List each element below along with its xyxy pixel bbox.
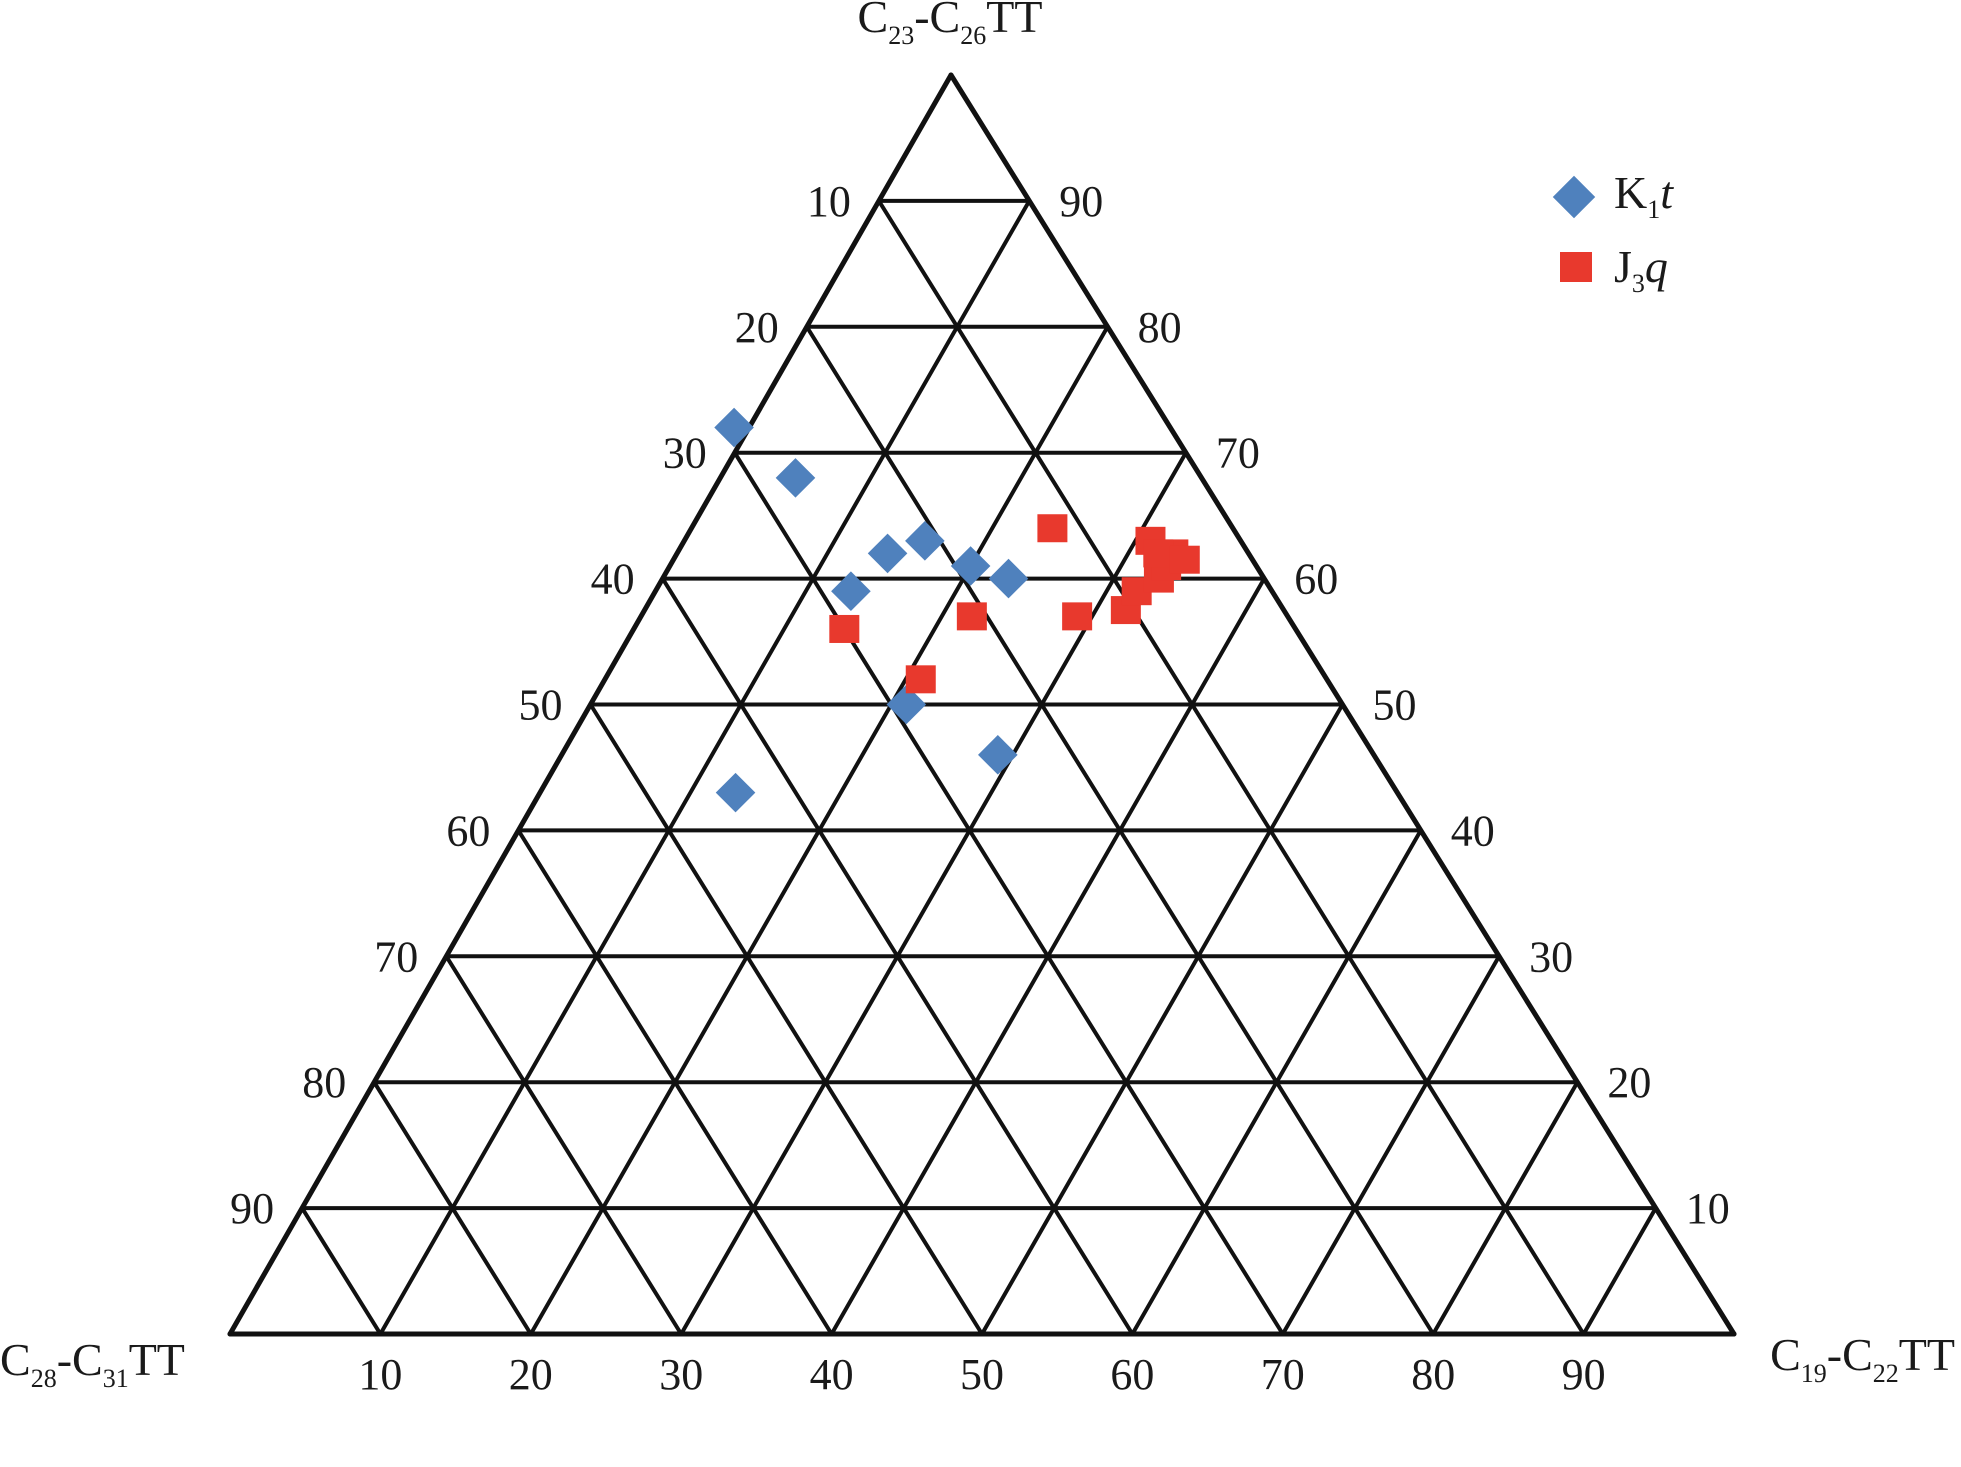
- tick-labels: 10 20 30 40 50 60 70 80 90 90 80 70 60 50 40 30 20 10 10 20…: [230, 177, 1730, 1399]
- left-tick-label: 30: [663, 429, 707, 478]
- legend-marker-j3q: [1560, 252, 1592, 282]
- right-tick-label: 90: [1059, 177, 1103, 226]
- grid-line-falling: [378, 198, 1032, 1336]
- grid-line-rising: [804, 324, 1436, 1336]
- right-tick-label: 10: [1686, 1184, 1730, 1233]
- left-tick-label: 90: [230, 1184, 274, 1233]
- j3q-point: [956, 602, 987, 631]
- right-tick-label: 60: [1294, 555, 1338, 604]
- k1t-point: [886, 684, 927, 725]
- j3q-point: [1062, 602, 1093, 631]
- triangle-edge-right: [948, 72, 1737, 1337]
- right-tick-label: 80: [1138, 303, 1182, 352]
- k1t-point: [831, 571, 871, 611]
- k1t-point: [905, 521, 945, 561]
- grid-line-rising: [732, 450, 1285, 1336]
- k1t-point: [867, 533, 908, 574]
- left-tick-label: 10: [807, 177, 851, 226]
- right-tick-label: 40: [1451, 806, 1495, 855]
- j3q-point: [1037, 514, 1068, 543]
- triangle-edge-left: [227, 72, 954, 1337]
- legend: K1t J3q: [1552, 167, 1674, 298]
- grid-line-falling: [980, 702, 1345, 1336]
- bottom-tick-label: 50: [960, 1350, 1004, 1399]
- left-tick-label: 50: [519, 681, 563, 730]
- k1t-point: [715, 772, 756, 813]
- left-tick-label: 40: [591, 555, 635, 604]
- right-vertex-label: C19-C22TT: [1770, 1329, 1955, 1388]
- left-tick-label: 20: [735, 303, 779, 352]
- k1t-point: [714, 407, 754, 448]
- left-tick-label: 80: [302, 1058, 346, 1107]
- bottom-tick-label: 80: [1411, 1350, 1455, 1399]
- grid-line-falling: [679, 450, 1188, 1336]
- k1t-point: [978, 735, 1018, 775]
- k1t-point: [988, 558, 1029, 599]
- bottom-tick-label: 10: [358, 1350, 402, 1399]
- j3q-point: [1143, 539, 1174, 568]
- grid-line-rising: [876, 198, 1586, 1336]
- triangle-outline: [227, 72, 1737, 1337]
- right-tick-label: 70: [1216, 429, 1260, 478]
- j3q-point: [1169, 545, 1200, 574]
- right-tick-label: 50: [1373, 681, 1417, 730]
- bottom-tick-label: 40: [810, 1350, 854, 1399]
- j3q-point: [829, 614, 860, 643]
- grid-line-falling: [1280, 954, 1502, 1336]
- j3q-point: [905, 665, 936, 694]
- bottom-tick-label: 90: [1562, 1350, 1606, 1399]
- left-vertex-label: C28-C31TT: [0, 1334, 185, 1393]
- grid-line-rising: [588, 702, 984, 1336]
- right-tick-label: 30: [1529, 932, 1573, 981]
- k1t-point: [775, 458, 816, 498]
- k1t-point: [950, 546, 991, 586]
- legend-label-j3q: J3q: [1614, 241, 1668, 298]
- legend-label-k1t: K1t: [1614, 167, 1674, 224]
- left-tick-label: 70: [374, 932, 418, 981]
- grid-line-falling: [1581, 1206, 1658, 1336]
- bottom-tick-label: 30: [659, 1350, 703, 1399]
- bottom-tick-label: 60: [1110, 1350, 1154, 1399]
- grid-line-rising: [300, 1206, 383, 1336]
- data-points: [714, 407, 1200, 813]
- top-vertex-label: C23-C26TT: [858, 0, 1043, 50]
- right-tick-label: 20: [1607, 1058, 1651, 1107]
- bottom-tick-label: 20: [509, 1350, 553, 1399]
- bottom-tick-label: 70: [1261, 1350, 1305, 1399]
- left-tick-label: 60: [446, 806, 490, 855]
- legend-marker-k1t: [1552, 175, 1596, 219]
- grid-line-rising: [444, 954, 684, 1336]
- ternary-grid: [300, 198, 1658, 1336]
